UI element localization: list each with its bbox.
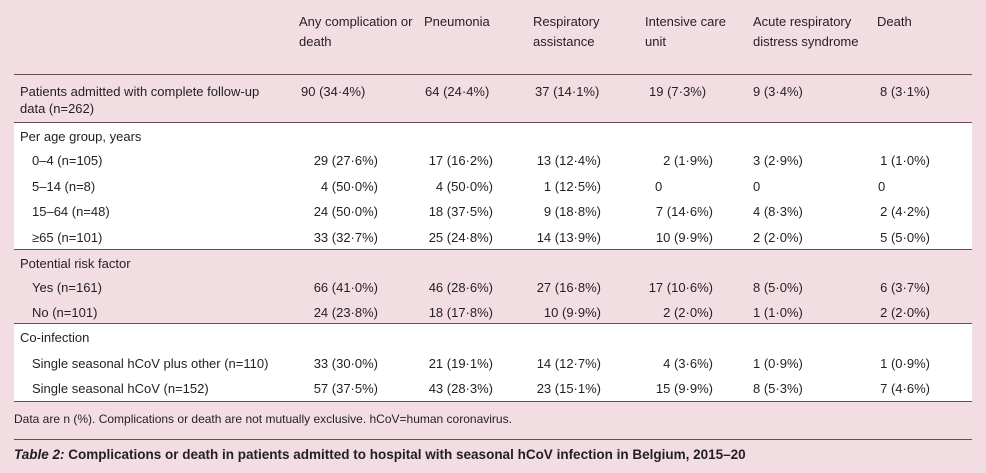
cell-death: 8 (3·1%) bbox=[880, 84, 930, 99]
cell-resp: 14 (13·9%) bbox=[536, 230, 601, 245]
cell-death: 2 (2·0%) bbox=[880, 305, 930, 320]
cell-pneumonia: 46 (28·6%) bbox=[428, 280, 493, 295]
caption-text: Complications or death in patients admit… bbox=[64, 447, 746, 462]
header-ards: Acute respiratory distress syndrome bbox=[753, 14, 859, 49]
cell-resp: 9 (18·8%) bbox=[543, 204, 601, 219]
cell-death: 1 (0·9%) bbox=[880, 356, 930, 371]
cell-ards: 8 (5·0%) bbox=[753, 280, 803, 295]
cell-any: 29 (27·6%) bbox=[313, 153, 378, 168]
cell-pneumonia: 21 (19·1%) bbox=[428, 356, 493, 371]
coinfection-band bbox=[14, 323, 972, 401]
row-label: Single seasonal hCoV (n=152) bbox=[32, 381, 209, 396]
cell-death: 5 (5·0%) bbox=[880, 230, 930, 245]
cell-icu: 7 (14·6%) bbox=[655, 204, 713, 219]
cell-death: 2 (4·2%) bbox=[880, 204, 930, 219]
cell-any: 66 (41·0%) bbox=[313, 280, 378, 295]
row-label: No (n=101) bbox=[32, 305, 98, 320]
cell-any: 90 (34·4%) bbox=[301, 84, 366, 99]
header-icu: Intensive care unit bbox=[645, 14, 726, 49]
cell-death: 6 (3·7%) bbox=[880, 280, 930, 295]
cell-any: 33 (32·7%) bbox=[313, 230, 378, 245]
cell-ards: 4 (8·3%) bbox=[753, 204, 803, 219]
row-label: ≥65 (n=101) bbox=[32, 230, 103, 245]
cell-pneumonia: 18 (37·5%) bbox=[428, 204, 493, 219]
cell-icu: 2 (1·9%) bbox=[663, 153, 713, 168]
row-label: Patients admitted with complete follow-u… bbox=[20, 84, 260, 116]
section-rule bbox=[14, 323, 972, 324]
cell-icu: 15 (9·9%) bbox=[655, 381, 713, 396]
header-pneumonia: Pneumonia bbox=[424, 14, 490, 29]
cell-ards: 2 (2·0%) bbox=[753, 230, 803, 245]
cell-death: 0 bbox=[878, 179, 886, 194]
section-heading-coinfection: Co-infection bbox=[20, 330, 90, 345]
cell-any: 24 (50·0%) bbox=[313, 204, 378, 219]
cell-pneumonia: 4 (50·0%) bbox=[435, 179, 493, 194]
row-label: 15–64 (n=48) bbox=[32, 204, 110, 219]
cell-resp: 27 (16·8%) bbox=[536, 280, 601, 295]
section-heading-age: Per age group, years bbox=[20, 129, 142, 144]
cell-ards: 8 (5·3%) bbox=[753, 381, 803, 396]
table-bottom-rule bbox=[14, 401, 972, 402]
section-rule bbox=[14, 249, 972, 250]
row-label: 5–14 (n=8) bbox=[32, 179, 96, 194]
cell-death: 1 (1·0%) bbox=[880, 153, 930, 168]
cell-pneumonia: 64 (24·4%) bbox=[425, 84, 490, 99]
header-death: Death bbox=[877, 14, 912, 29]
table-footnote: Data are n (%). Complications or death a… bbox=[14, 412, 512, 426]
cell-any: 4 (50·0%) bbox=[320, 179, 378, 194]
age-group-band bbox=[14, 122, 972, 249]
row-label: Yes (n=161) bbox=[32, 280, 102, 295]
header-respiratory-assistance: Respiratory assistance bbox=[533, 14, 600, 49]
cell-any: 24 (23·8%) bbox=[313, 305, 378, 320]
cell-ards: 0 bbox=[753, 179, 761, 194]
cell-ards: 1 (0·9%) bbox=[753, 356, 803, 371]
cell-resp: 23 (15·1%) bbox=[536, 381, 601, 396]
cell-pneumonia: 17 (16·2%) bbox=[428, 153, 493, 168]
cell-resp: 13 (12·4%) bbox=[536, 153, 601, 168]
caption-label: Table 2: bbox=[14, 447, 65, 462]
row-label: 0–4 (n=105) bbox=[32, 153, 103, 168]
caption-rule bbox=[14, 439, 972, 440]
cell-icu: 10 (9·9%) bbox=[655, 230, 713, 245]
cell-icu: 0 bbox=[655, 179, 663, 194]
cell-resp: 10 (9·9%) bbox=[543, 305, 601, 320]
section-heading-risk: Potential risk factor bbox=[20, 256, 131, 271]
cell-pneumonia: 18 (17·8%) bbox=[428, 305, 493, 320]
cell-death: 7 (4·6%) bbox=[880, 381, 930, 396]
cell-pneumonia: 43 (28·3%) bbox=[428, 381, 493, 396]
cell-icu: 2 (2·0%) bbox=[663, 305, 713, 320]
table-caption: Table 2: Complications or death in patie… bbox=[14, 447, 746, 462]
cell-icu: 19 (7·3%) bbox=[649, 84, 707, 99]
cell-resp: 37 (14·1%) bbox=[535, 84, 600, 99]
cell-resp: 14 (12·7%) bbox=[536, 356, 601, 371]
cell-ards: 3 (2·9%) bbox=[753, 153, 803, 168]
cell-ards: 1 (1·0%) bbox=[753, 305, 803, 320]
cell-ards: 9 (3·4%) bbox=[753, 84, 803, 99]
header-any-complication: Any complication or death bbox=[299, 14, 413, 49]
section-rule bbox=[14, 122, 972, 123]
cell-resp: 1 (12·5%) bbox=[543, 179, 601, 194]
cell-pneumonia: 25 (24·8%) bbox=[428, 230, 493, 245]
header-rule bbox=[14, 74, 972, 75]
cell-icu: 4 (3·6%) bbox=[663, 356, 713, 371]
row-label: Single seasonal hCoV plus other (n=110) bbox=[32, 356, 269, 371]
cell-icu: 17 (10·6%) bbox=[648, 280, 713, 295]
cell-any: 57 (37·5%) bbox=[313, 381, 378, 396]
cell-any: 33 (30·0%) bbox=[313, 356, 378, 371]
